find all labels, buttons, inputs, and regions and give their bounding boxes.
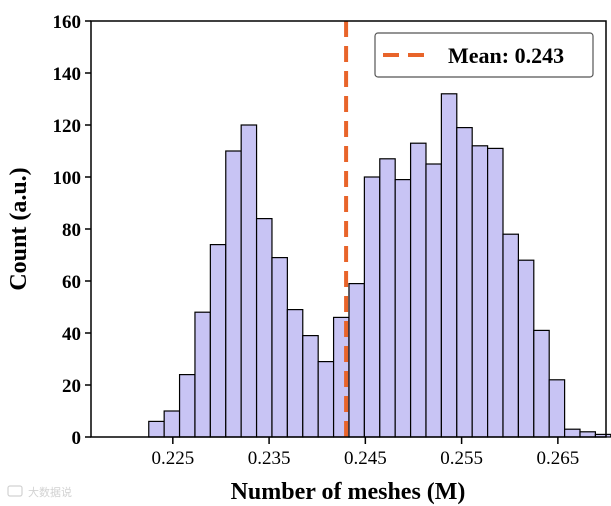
x-tick-label: 0.225: [151, 448, 194, 469]
histogram-bar: [148, 420, 165, 438]
histogram-bar: [487, 147, 504, 438]
legend-box: [374, 32, 594, 78]
histogram-bars: [148, 93, 611, 438]
histogram-bar: [255, 218, 273, 438]
y-axis-title: Count (a.u.): [6, 167, 32, 290]
histogram-bar: [471, 145, 489, 438]
y-axis-ticks: 0 20 40 60 80 100 120 140 160: [53, 12, 91, 449]
watermark: 大数据说: [7, 485, 72, 499]
watermark-logo-icon: [7, 485, 23, 497]
y-tick-label: 60: [62, 272, 81, 293]
histogram-bar: [517, 259, 535, 438]
histogram-bar: [533, 329, 550, 438]
histogram-bar: [178, 374, 196, 438]
legend-label: Mean: 0.243: [448, 43, 564, 68]
histogram-bar: [502, 233, 519, 438]
histogram-bar: [302, 335, 319, 438]
histogram-bar: [456, 126, 473, 438]
histogram-bar: [564, 428, 581, 438]
y-tick-label: 0: [72, 428, 82, 449]
x-tick-label: 0.265: [536, 448, 579, 469]
histogram-bar: [548, 379, 566, 438]
histogram-bar: [425, 163, 442, 438]
histogram-bar: [209, 244, 227, 438]
histogram-bar: [440, 93, 458, 438]
x-tick-label: 0.255: [440, 448, 483, 469]
histogram-bar: [394, 179, 412, 438]
x-tick-label: 0.245: [344, 448, 387, 469]
x-axis-title: Number of meshes (M): [231, 479, 466, 505]
histogram-bar: [286, 309, 304, 438]
legend: Mean: 0.243: [374, 32, 594, 78]
y-tick-label: 120: [53, 116, 82, 137]
y-tick-label: 20: [62, 376, 81, 397]
histogram-bar: [163, 410, 181, 438]
histogram-bar: [348, 283, 365, 438]
histogram-bar: [379, 158, 396, 438]
y-tick-label: 80: [62, 220, 81, 241]
histogram-bar: [409, 142, 427, 438]
histogram-bar: [240, 124, 258, 438]
histogram-bar: [317, 361, 335, 438]
y-tick-label: 100: [53, 168, 82, 189]
watermark-text: 大数据说: [28, 485, 72, 499]
histogram-bar: [363, 176, 381, 438]
histogram-bar: [194, 311, 211, 438]
histogram-bar: [225, 150, 242, 438]
y-tick-label: 40: [62, 324, 81, 345]
histogram-bar: [271, 257, 288, 438]
x-axis-ticks: 0.225 0.235 0.245 0.255 0.265: [151, 437, 579, 469]
y-tick-label: 160: [53, 12, 82, 33]
x-tick-label: 0.235: [248, 448, 291, 469]
histogram-bar: [579, 431, 597, 438]
y-tick-label: 140: [53, 64, 82, 85]
